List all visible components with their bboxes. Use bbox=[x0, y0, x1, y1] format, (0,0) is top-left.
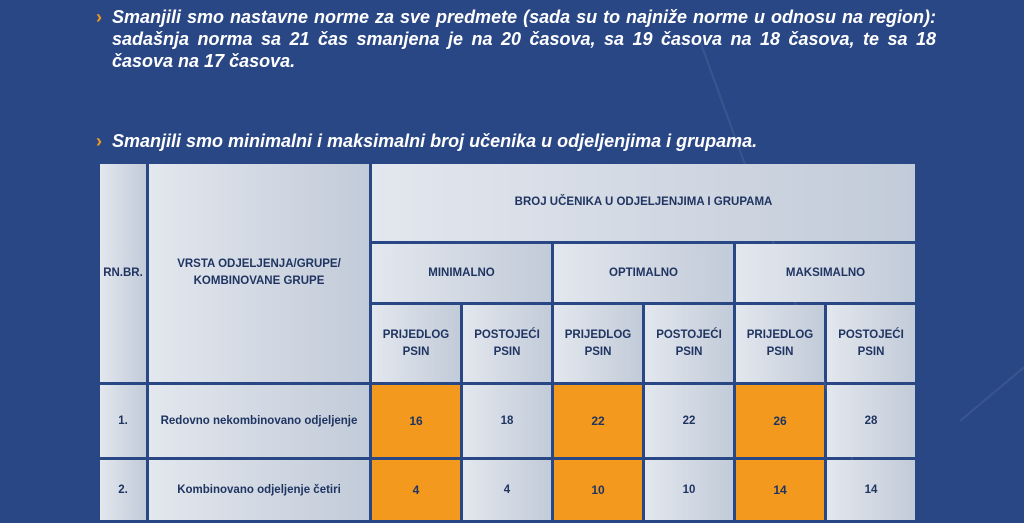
value-cell: 10 bbox=[645, 460, 733, 520]
value-cell: 28 bbox=[827, 385, 915, 457]
header-optimalno: OPTIMALNO bbox=[554, 244, 733, 302]
students-table: RN.BR. VRSTA ODJELJENJA/GRUPE/ KOMBINOVA… bbox=[97, 161, 918, 523]
subheader-cell: POSTOJEĆI PSIN bbox=[827, 305, 915, 382]
bullet-norms: › Smanjili smo nastavne norme za sve pre… bbox=[96, 6, 936, 72]
bullet-arrow-icon: › bbox=[96, 7, 102, 27]
row-vrsta: Kombinovano odjeljenje četiri bbox=[149, 460, 369, 520]
subheader-cell: PRIJEDLOG PSIN bbox=[372, 305, 460, 382]
value-cell: 10 bbox=[554, 460, 642, 520]
header-maksimalno: MAKSIMALNO bbox=[736, 244, 915, 302]
value-cell: 14 bbox=[736, 460, 824, 520]
value-cell: 14 bbox=[827, 460, 915, 520]
subheader-cell: PRIJEDLOG PSIN bbox=[736, 305, 824, 382]
value-cell: 22 bbox=[645, 385, 733, 457]
header-rn: RN.BR. bbox=[100, 164, 146, 382]
subheader-cell: POSTOJEĆI PSIN bbox=[645, 305, 733, 382]
value-cell: 4 bbox=[372, 460, 460, 520]
value-cell: 16 bbox=[372, 385, 460, 457]
bullet-students-text: Smanjili smo minimalni i maksimalni broj… bbox=[112, 131, 758, 151]
value-cell: 18 bbox=[463, 385, 551, 457]
header-vrsta: VRSTA ODJELJENJA/GRUPE/ KOMBINOVANE GRUP… bbox=[149, 164, 369, 382]
header-broj-ucenika: BROJ UČENIKA U ODJELJENJIMA I GRUPAMA bbox=[372, 164, 915, 241]
bullet-students: › Smanjili smo minimalni i maksimalni br… bbox=[96, 130, 936, 152]
subheader-cell: POSTOJEĆI PSIN bbox=[463, 305, 551, 382]
value-cell: 22 bbox=[554, 385, 642, 457]
value-cell: 26 bbox=[736, 385, 824, 457]
bullet-norms-text: Smanjili smo nastavne norme za sve predm… bbox=[112, 7, 936, 71]
bullet-arrow-icon: › bbox=[96, 131, 102, 151]
row-number: 1. bbox=[100, 385, 146, 457]
row-number: 2. bbox=[100, 460, 146, 520]
table-row: 1. Redovno nekombinovano odjeljenje 16 1… bbox=[100, 385, 915, 457]
header-minimalno: MINIMALNO bbox=[372, 244, 551, 302]
value-cell: 4 bbox=[463, 460, 551, 520]
subheader-cell: PRIJEDLOG PSIN bbox=[554, 305, 642, 382]
table-row: 2. Kombinovano odjeljenje četiri 4 4 10 … bbox=[100, 460, 915, 520]
row-vrsta: Redovno nekombinovano odjeljenje bbox=[149, 385, 369, 457]
